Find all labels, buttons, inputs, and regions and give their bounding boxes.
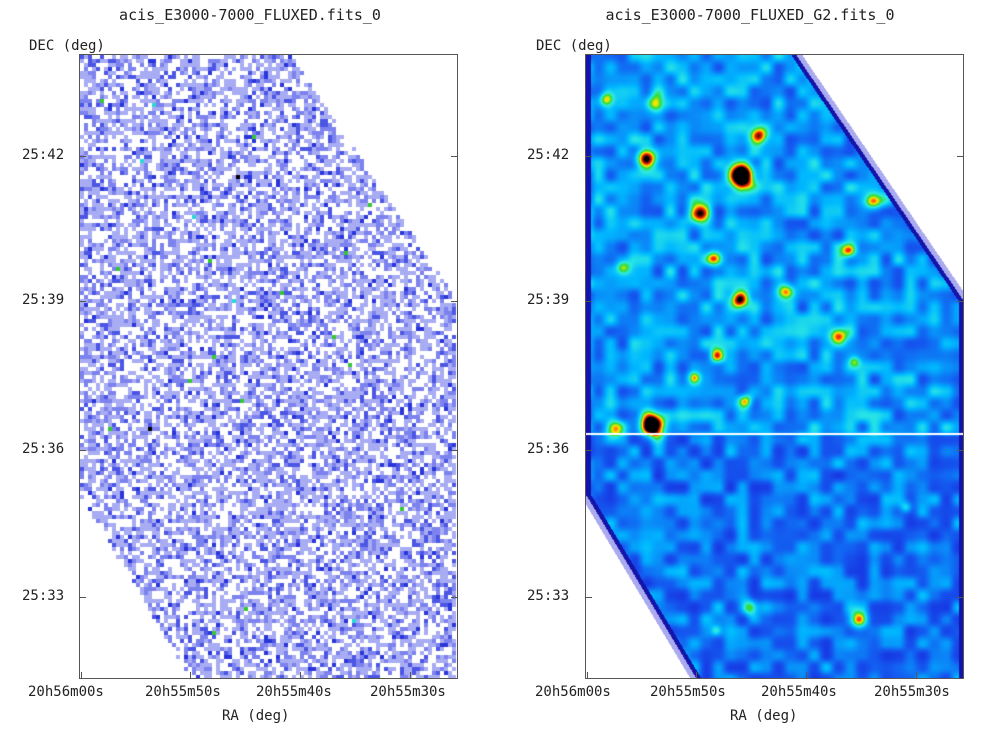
right-image-frame[interactable] <box>585 54 964 679</box>
left-y-tickmark <box>79 156 86 157</box>
right-x-tick-label: 20h55m30s <box>874 684 950 700</box>
left-x-tick-label: 20h55m40s <box>256 684 332 700</box>
right-x-tickmark <box>696 672 697 679</box>
left-x-tick-label: 20h55m50s <box>145 684 221 700</box>
right-y-tick-label: 25:33 <box>527 588 570 604</box>
left-y-tickmark <box>451 156 458 157</box>
left-y-axis-label: DEC (deg) <box>29 38 105 54</box>
left-y-tick-label: 25:33 <box>22 588 65 604</box>
left-y-tick-label: 25:42 <box>22 147 65 163</box>
left-x-tickmark <box>300 672 301 679</box>
right-x-tick-label: 20h55m40s <box>761 684 837 700</box>
right-y-tickmark <box>957 450 964 451</box>
left-y-tick-label: 25:39 <box>22 292 65 308</box>
left-y-tickmark <box>451 597 458 598</box>
left-y-tickmark <box>451 450 458 451</box>
right-y-tickmark <box>585 156 592 157</box>
right-y-tick-label: 25:42 <box>527 147 570 163</box>
left-y-tickmark <box>79 450 86 451</box>
right-y-tickmark <box>585 597 592 598</box>
left-x-axis-label: RA (deg) <box>222 708 290 724</box>
right-image-panel: acis_E3000-7000_FLUXED_G2.fits_0 DEC (de… <box>500 0 1000 735</box>
right-y-tick-label: 25:39 <box>527 292 570 308</box>
right-y-tickmark <box>585 301 592 302</box>
right-heatmap-canvas[interactable] <box>586 55 963 678</box>
left-y-tickmark <box>79 301 86 302</box>
right-x-tickmark <box>587 672 588 679</box>
right-panel-title: acis_E3000-7000_FLUXED_G2.fits_0 <box>605 6 895 24</box>
right-y-tick-label: 25:36 <box>527 441 570 457</box>
right-y-tickmark <box>585 450 592 451</box>
right-x-tick-label: 20h55m50s <box>650 684 726 700</box>
left-x-tick-label: 20h56m00s <box>28 684 104 700</box>
right-y-tickmark <box>957 156 964 157</box>
left-x-tickmark <box>81 672 82 679</box>
left-panel-title: acis_E3000-7000_FLUXED.fits_0 <box>119 6 381 24</box>
left-image-frame[interactable] <box>79 54 458 679</box>
left-y-tick-label: 25:36 <box>22 441 65 457</box>
left-heatmap-canvas[interactable] <box>80 55 457 678</box>
left-x-tickmark <box>190 672 191 679</box>
right-y-tickmark <box>957 597 964 598</box>
right-x-tickmark <box>806 672 807 679</box>
left-x-tickmark <box>410 672 411 679</box>
left-image-panel: acis_E3000-7000_FLUXED.fits_0 DEC (deg) … <box>22 6 458 724</box>
left-y-tickmark <box>451 301 458 302</box>
right-x-tick-label: 20h56m00s <box>535 684 611 700</box>
right-x-tickmark <box>916 672 917 679</box>
right-y-axis-label: DEC (deg) <box>536 38 612 54</box>
right-x-axis-label: RA (deg) <box>730 708 798 724</box>
left-y-tickmark <box>79 597 86 598</box>
right-y-tickmark <box>957 301 964 302</box>
left-x-tick-label: 20h55m30s <box>370 684 446 700</box>
